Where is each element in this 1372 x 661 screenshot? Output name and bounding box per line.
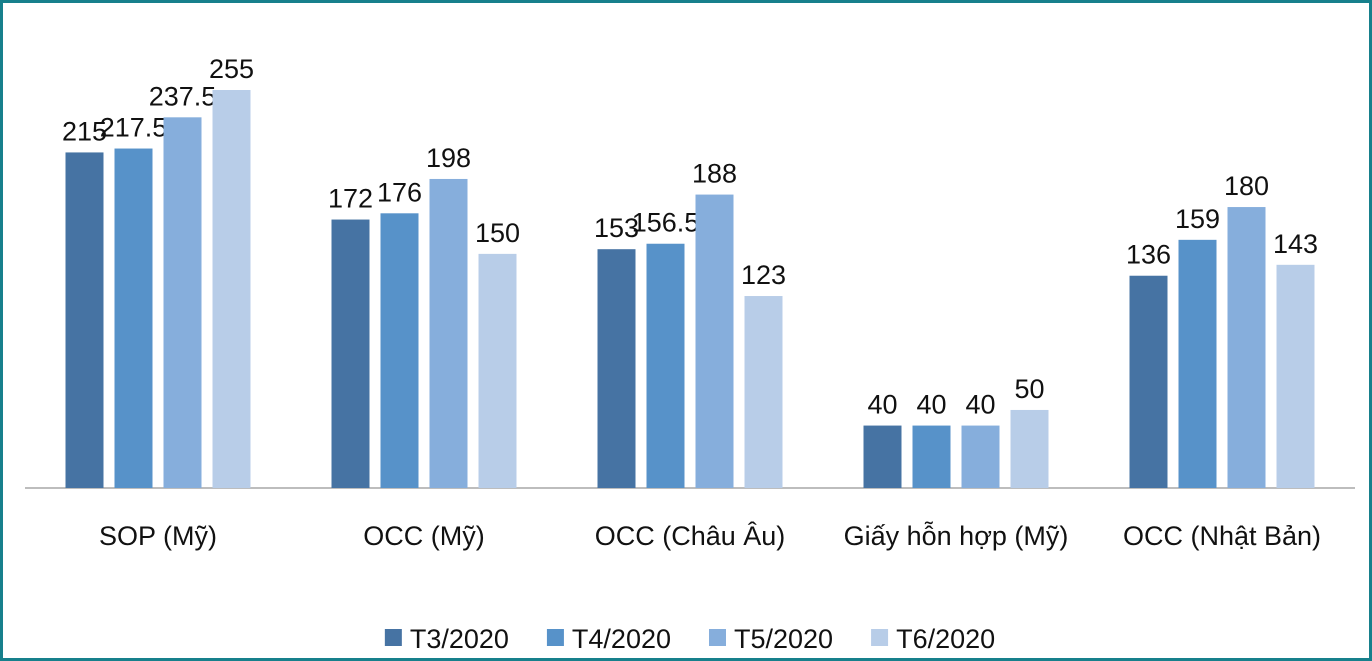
- legend-swatch: [871, 629, 889, 646]
- legend-label: T4/2020: [572, 624, 671, 654]
- bar: [478, 253, 517, 488]
- data-label: 237.5: [149, 81, 217, 111]
- bar: [1227, 207, 1266, 488]
- data-label: 215: [62, 116, 107, 146]
- bar: [646, 243, 685, 488]
- bar: [695, 194, 734, 488]
- data-label: 150: [475, 218, 520, 248]
- x-tick-label: SOP (Mỹ): [98, 521, 217, 551]
- legend-label: T5/2020: [734, 624, 833, 654]
- data-label: 180: [1224, 171, 1269, 201]
- bar: [65, 152, 104, 488]
- x-tick-label: OCC (Châu Âu): [594, 521, 786, 551]
- data-label: 156.5: [632, 208, 700, 238]
- legend-swatch: [384, 629, 402, 646]
- bar: [163, 117, 202, 489]
- data-label: 188: [692, 159, 737, 189]
- bar: [744, 296, 783, 488]
- data-label: 172: [328, 184, 373, 214]
- bar: [912, 425, 951, 488]
- data-label: 50: [1014, 374, 1044, 404]
- data-label: 159: [1175, 204, 1220, 234]
- bar: [212, 90, 251, 488]
- data-label: 198: [426, 143, 471, 173]
- bar: [380, 213, 419, 489]
- data-label: 217.5: [100, 113, 168, 143]
- bar: [331, 219, 370, 488]
- data-label: 255: [209, 54, 254, 84]
- bar: [1178, 239, 1217, 488]
- bar: [863, 425, 902, 488]
- x-tick-label: Giấy hỗn hợp (Mỹ): [843, 521, 1069, 551]
- bar: [1129, 275, 1168, 488]
- bar: [597, 249, 636, 488]
- data-label: 143: [1273, 229, 1318, 259]
- bar: [961, 425, 1000, 488]
- legend-label: T6/2020: [896, 624, 995, 654]
- data-label: 40: [965, 390, 995, 420]
- legend-label: T3/2020: [410, 624, 509, 654]
- legend-swatch: [546, 629, 564, 646]
- bar: [429, 178, 468, 488]
- bar: [114, 148, 153, 488]
- data-label: 153: [594, 213, 639, 243]
- bar: [1276, 264, 1315, 488]
- data-label: 40: [867, 390, 897, 420]
- x-tick-label: OCC (Mỹ): [363, 521, 485, 551]
- data-label: 136: [1126, 240, 1171, 270]
- data-label: 176: [377, 177, 422, 207]
- data-label: 123: [741, 260, 786, 290]
- bar: [1010, 409, 1049, 488]
- data-label: 40: [916, 390, 946, 420]
- x-tick-label: OCC (Nhật Bản): [1122, 521, 1322, 551]
- legend-swatch: [709, 629, 726, 646]
